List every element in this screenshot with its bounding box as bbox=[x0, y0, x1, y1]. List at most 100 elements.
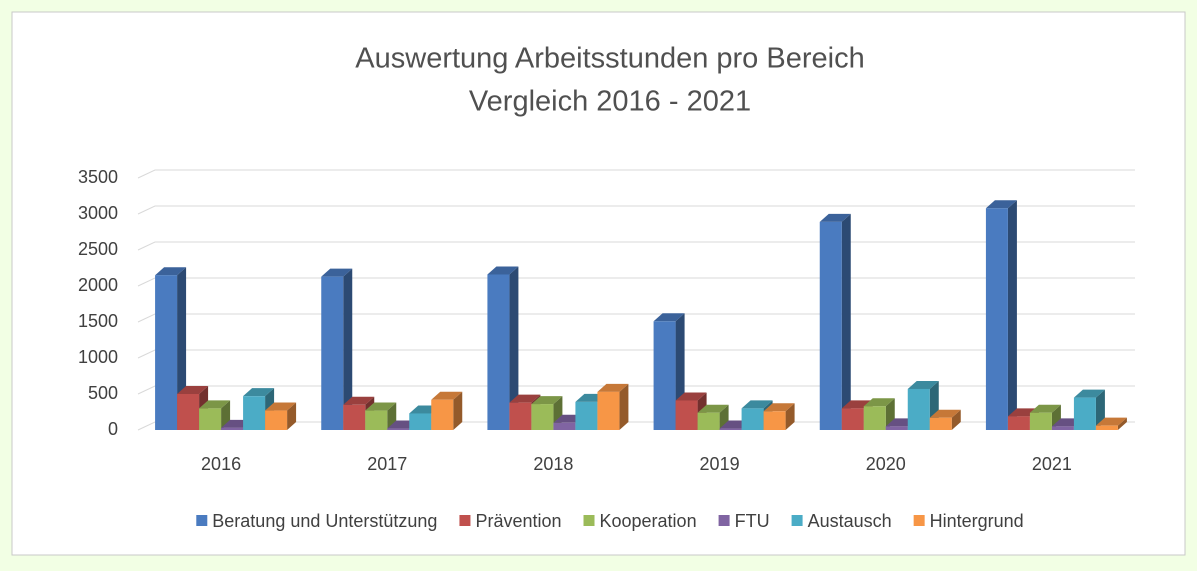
bar bbox=[553, 422, 576, 430]
bar bbox=[409, 413, 432, 430]
bar-side bbox=[619, 383, 629, 430]
bar bbox=[387, 428, 410, 430]
chart-title: Auswertung Arbeitsstunden pro Bereich bbox=[355, 43, 864, 75]
x-tick-label: 2021 bbox=[1032, 454, 1072, 474]
bar bbox=[841, 408, 864, 430]
bar-top bbox=[819, 213, 851, 222]
x-tick-label: 2020 bbox=[866, 454, 906, 474]
bar-top bbox=[1095, 417, 1127, 426]
bar-top bbox=[199, 400, 231, 409]
y-tick-label: 2500 bbox=[78, 239, 118, 259]
series bbox=[199, 396, 1061, 430]
bar-top bbox=[509, 394, 541, 403]
bar bbox=[697, 412, 720, 430]
bar-top bbox=[597, 383, 629, 392]
bar-top bbox=[907, 380, 939, 389]
bar bbox=[487, 274, 510, 430]
bar-side bbox=[343, 268, 353, 430]
bar bbox=[819, 221, 842, 430]
grid-line bbox=[137, 349, 1135, 359]
y-tick-label: 500 bbox=[88, 383, 118, 403]
y-tick-label: 0 bbox=[108, 419, 118, 439]
bar bbox=[885, 426, 908, 430]
bar-top bbox=[697, 404, 729, 413]
bar-side bbox=[841, 213, 851, 430]
legend-label: Kooperation bbox=[600, 511, 697, 531]
legend-label: Beratung und Unterstützung bbox=[212, 511, 437, 531]
bar bbox=[343, 404, 366, 430]
x-tick-label: 2016 bbox=[201, 454, 241, 474]
legend-swatch bbox=[913, 515, 925, 526]
bar bbox=[155, 275, 178, 430]
legend-swatch bbox=[196, 515, 208, 526]
y-tick-label: 2000 bbox=[78, 275, 118, 295]
y-tick-label: 3500 bbox=[78, 167, 118, 187]
bar-top bbox=[985, 200, 1017, 209]
grid-line bbox=[137, 241, 1135, 251]
bar-top bbox=[1029, 404, 1061, 413]
bar bbox=[863, 406, 886, 430]
bar bbox=[1051, 426, 1074, 430]
bar bbox=[929, 417, 952, 430]
bar-top bbox=[531, 396, 563, 405]
legend-label: Austausch bbox=[808, 511, 892, 531]
grid-line bbox=[137, 385, 1135, 395]
bar bbox=[509, 402, 532, 430]
series bbox=[265, 383, 1127, 430]
bar-side bbox=[509, 266, 519, 430]
y-tick-label: 1500 bbox=[78, 311, 118, 331]
bar bbox=[653, 321, 676, 430]
bar bbox=[365, 410, 388, 430]
grid-line bbox=[137, 205, 1135, 215]
bar bbox=[763, 411, 786, 430]
bar-top bbox=[1073, 389, 1105, 398]
bar bbox=[431, 399, 454, 430]
bar-top bbox=[763, 403, 795, 412]
bar bbox=[1029, 412, 1052, 430]
bar-top bbox=[929, 409, 961, 418]
bar bbox=[1007, 416, 1030, 430]
bar bbox=[243, 396, 266, 430]
bar bbox=[1073, 397, 1096, 430]
bar-top bbox=[487, 266, 519, 275]
legend-swatch bbox=[583, 515, 595, 526]
bar-top bbox=[653, 313, 685, 322]
grid-line bbox=[137, 313, 1135, 323]
bar bbox=[675, 400, 698, 430]
bar-top bbox=[431, 391, 463, 400]
bar-side bbox=[453, 391, 463, 430]
bar bbox=[531, 404, 554, 430]
y-tick-label: 1000 bbox=[78, 347, 118, 367]
bar-top bbox=[741, 400, 773, 409]
bar-side bbox=[1117, 417, 1127, 430]
legend-swatch bbox=[718, 515, 730, 526]
bar-side bbox=[1007, 200, 1017, 430]
legend-label: FTU bbox=[735, 511, 770, 531]
legend-label: Prävention bbox=[475, 511, 561, 531]
bar-top bbox=[365, 402, 397, 411]
bar-top bbox=[155, 267, 187, 276]
grid-line bbox=[137, 169, 1135, 179]
bar-side bbox=[287, 402, 297, 430]
y-tick-label: 3000 bbox=[78, 203, 118, 223]
bar bbox=[221, 427, 244, 430]
grid-line bbox=[137, 421, 1135, 431]
bar bbox=[985, 208, 1008, 430]
bar bbox=[321, 276, 344, 430]
bar-top bbox=[675, 392, 707, 401]
bar bbox=[575, 401, 598, 430]
bar bbox=[199, 408, 222, 430]
bar-top bbox=[343, 396, 375, 405]
bar bbox=[741, 408, 764, 430]
x-tick-label: 2018 bbox=[533, 454, 573, 474]
legend-swatch bbox=[791, 515, 803, 526]
chart-subtitle: Vergleich 2016 - 2021 bbox=[469, 86, 751, 118]
legend-swatch bbox=[459, 515, 471, 526]
bar-top bbox=[265, 402, 297, 411]
grid-line bbox=[137, 277, 1135, 287]
bar-side bbox=[785, 403, 795, 430]
bar bbox=[177, 394, 200, 430]
legend-label: Hintergrund bbox=[930, 511, 1024, 531]
bar-top bbox=[243, 388, 275, 397]
bar bbox=[265, 410, 288, 430]
